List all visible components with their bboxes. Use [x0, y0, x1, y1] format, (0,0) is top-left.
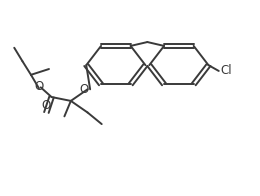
Text: Cl: Cl [221, 64, 232, 77]
Text: O: O [35, 80, 44, 93]
Text: O: O [41, 99, 50, 112]
Text: O: O [80, 83, 89, 96]
